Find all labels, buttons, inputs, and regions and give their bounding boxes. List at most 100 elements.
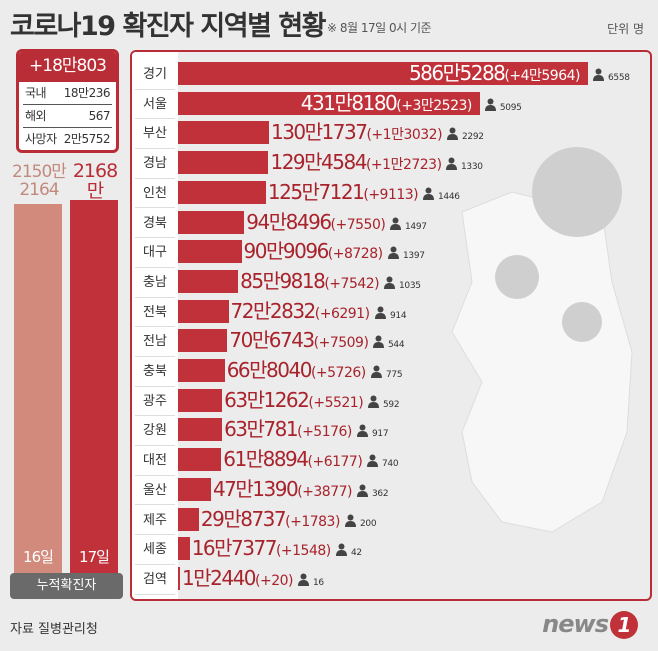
cum-line1: 2168만 — [72, 160, 118, 202]
summary-value: 2만5752 — [63, 132, 111, 146]
region-value-label: 586만5288(+4만5964) — [408, 61, 581, 85]
cumulative-value: 66만8040 — [226, 358, 313, 382]
cumulative-value: 63만781 — [224, 417, 299, 442]
region-label: 서울 — [135, 90, 175, 120]
reference-time-note: ※ 8월 17일 0시 기준 — [327, 21, 432, 35]
person-icon — [373, 335, 384, 349]
death-value: 200 — [360, 518, 377, 529]
person-icon — [357, 424, 368, 438]
region-bar — [178, 359, 225, 382]
daily-increase: (+6177) — [307, 454, 363, 471]
region-bar — [178, 91, 480, 115]
daily-increase: (+7509) — [313, 335, 369, 352]
region-value-label: 66만8040(+5726) — [226, 358, 367, 382]
region-value-label: 29만8737(+1783) — [200, 506, 341, 531]
region-bar — [178, 418, 223, 442]
death-count: 5095 — [481, 92, 522, 115]
summary-row-domestic: 국내 18만236 — [23, 82, 112, 105]
death-count: 914 — [371, 300, 407, 323]
cumulative-value: 431만8180 — [300, 90, 398, 115]
virus-icon — [495, 147, 622, 342]
cumulative-value: 129만4584 — [270, 150, 367, 175]
region-bar — [178, 329, 228, 353]
region-label: 광주 — [135, 387, 175, 417]
person-icon — [345, 514, 356, 527]
region-value-label: 130만1737(+1만3032) — [270, 120, 443, 145]
summary-label: 사망자 — [25, 132, 57, 146]
cumulative-value: 63만1262 — [224, 387, 310, 412]
region-value-label: 47만1390(+3877) — [212, 476, 353, 501]
region-bar — [178, 210, 245, 234]
daily-increase: (+1만2723) — [365, 157, 442, 174]
daily-increase: (+9113) — [363, 186, 419, 203]
summary-value: 18만236 — [63, 86, 111, 100]
death-count: 2292 — [443, 121, 484, 144]
person-icon — [357, 484, 368, 497]
person-icon — [447, 127, 458, 141]
person-icon — [388, 246, 399, 260]
region-value-label: 94만8496(+7550) — [246, 210, 386, 234]
death-value: 1446 — [438, 191, 460, 202]
korea-map-illustration — [451, 147, 633, 533]
death-value: 362 — [372, 488, 389, 499]
daily-increase: (+3만2523) — [396, 97, 472, 114]
cum-line1: 2150만 — [12, 162, 67, 182]
daily-increase: (+5176) — [297, 424, 352, 441]
news1-logo: news 1 — [542, 610, 638, 639]
summary-value: 567 — [88, 109, 111, 123]
region-label: 울산 — [135, 476, 175, 506]
death-count: 200 — [341, 508, 377, 531]
page-title: 코로나19 확진자 지역별 현황 — [10, 11, 327, 42]
region-value-label: 431만8180(+3만2523) — [300, 90, 473, 115]
cumulative-value: 70만6743 — [229, 328, 315, 353]
region-label: 전북 — [135, 298, 175, 328]
death-count: 1035 — [380, 270, 421, 293]
region-label-column — [132, 52, 178, 599]
death-count: 544 — [369, 329, 405, 352]
region-bar — [178, 121, 269, 145]
region-bar — [178, 299, 229, 323]
region-bar — [178, 537, 190, 561]
death-value: 5095 — [499, 102, 522, 113]
cumulative-value: 586만5288 — [408, 61, 506, 85]
region-value-label: 63만781(+5176) — [224, 418, 352, 441]
region-bar — [178, 507, 199, 531]
region-label: 인천 — [135, 179, 175, 209]
region-value-label: 61만8894(+6177) — [223, 448, 363, 471]
death-value: 42 — [351, 548, 362, 559]
daily-increase: (+8728) — [327, 246, 383, 263]
region-value-label: 125만7121(+9113) — [267, 179, 419, 204]
death-value: 1397 — [403, 251, 425, 262]
cumulative-bar-17: 17일 — [70, 200, 118, 573]
region-label: 대전 — [135, 446, 175, 476]
person-icon — [384, 276, 395, 289]
daily-increase: (+4만5964) — [504, 68, 580, 84]
region-bar — [178, 62, 588, 85]
region-label: 충남 — [135, 268, 175, 298]
unit-label: 단위 명 — [607, 22, 644, 36]
cumulative-value: 29만8737 — [200, 506, 287, 531]
region-label: 강원 — [135, 416, 175, 447]
cumulative-value: 130만1737 — [270, 120, 368, 145]
cumulative-value: 47만1390 — [212, 476, 299, 501]
region-bar — [178, 448, 222, 472]
summary-row-deaths: 사망자 2만5752 — [19, 128, 116, 150]
cumulative-value: 125만7121 — [267, 179, 365, 204]
region-label: 경기 — [135, 60, 175, 90]
person-icon — [367, 454, 378, 468]
region-bar — [178, 240, 242, 264]
daily-increase: (+3877) — [297, 483, 352, 500]
person-icon — [593, 68, 604, 81]
region-label: 전남 — [135, 327, 175, 357]
region-value-label: 129만4584(+1만2723) — [270, 150, 442, 175]
source-credit: 자료 질병관리청 — [10, 622, 98, 637]
person-icon — [390, 217, 401, 230]
daily-increase: (+5726) — [310, 365, 366, 381]
cumulative-value: 85만9818 — [240, 268, 326, 293]
death-value: 544 — [388, 340, 405, 351]
daily-increase: (+6291) — [314, 305, 370, 322]
region-label: 대구 — [135, 238, 175, 268]
day-label: 17일 — [79, 548, 110, 566]
death-count: 362 — [353, 478, 389, 501]
region-label: 세종 — [135, 535, 175, 565]
